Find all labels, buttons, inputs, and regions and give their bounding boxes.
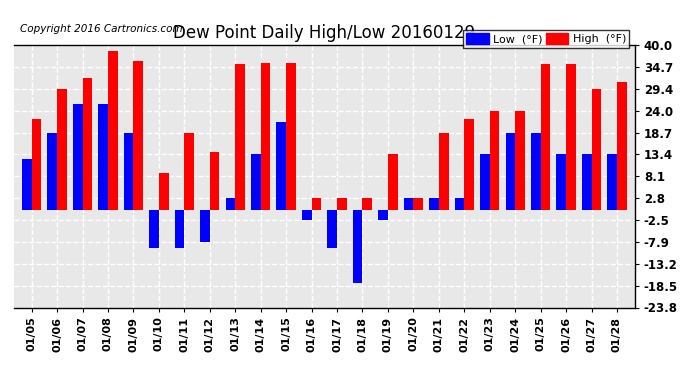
Title: Dew Point Daily High/Low 20160129: Dew Point Daily High/Low 20160129 [173,24,475,42]
Bar [337,198,346,210]
Bar [506,133,515,210]
Bar [133,62,143,210]
Bar [327,210,337,248]
Bar [429,198,439,210]
Bar [200,210,210,243]
Bar [607,154,617,210]
Bar [98,104,108,210]
Bar [226,198,235,210]
Bar [582,154,591,210]
Text: Copyright 2016 Cartronics.com: Copyright 2016 Cartronics.com [20,24,183,34]
Bar [48,133,57,210]
Bar [617,82,627,210]
Bar [22,159,32,210]
Bar [175,210,184,248]
Bar [159,172,168,210]
Bar [261,63,270,210]
Bar [277,122,286,210]
Bar [464,119,474,210]
Bar [515,111,525,210]
Bar [378,210,388,220]
Bar [184,133,194,210]
Bar [32,119,41,210]
Bar [490,111,500,210]
Bar [413,198,423,210]
Bar [480,154,490,210]
Bar [388,154,397,210]
Bar [591,88,601,210]
Bar [149,210,159,248]
Bar [251,154,261,210]
Bar [302,210,312,220]
Bar [566,64,575,210]
Bar [404,198,413,210]
Bar [312,198,322,210]
Bar [362,198,372,210]
Bar [455,198,464,210]
Bar [108,51,117,210]
Bar [83,78,92,210]
Bar [556,154,566,210]
Bar [124,133,133,210]
Bar [235,64,245,210]
Legend: Low  (°F), High  (°F): Low (°F), High (°F) [463,30,629,48]
Bar [286,63,296,210]
Bar [210,152,219,210]
Bar [353,210,362,283]
Bar [57,88,67,210]
Bar [541,64,551,210]
Bar [439,133,449,210]
Bar [73,104,83,210]
Bar [531,133,541,210]
